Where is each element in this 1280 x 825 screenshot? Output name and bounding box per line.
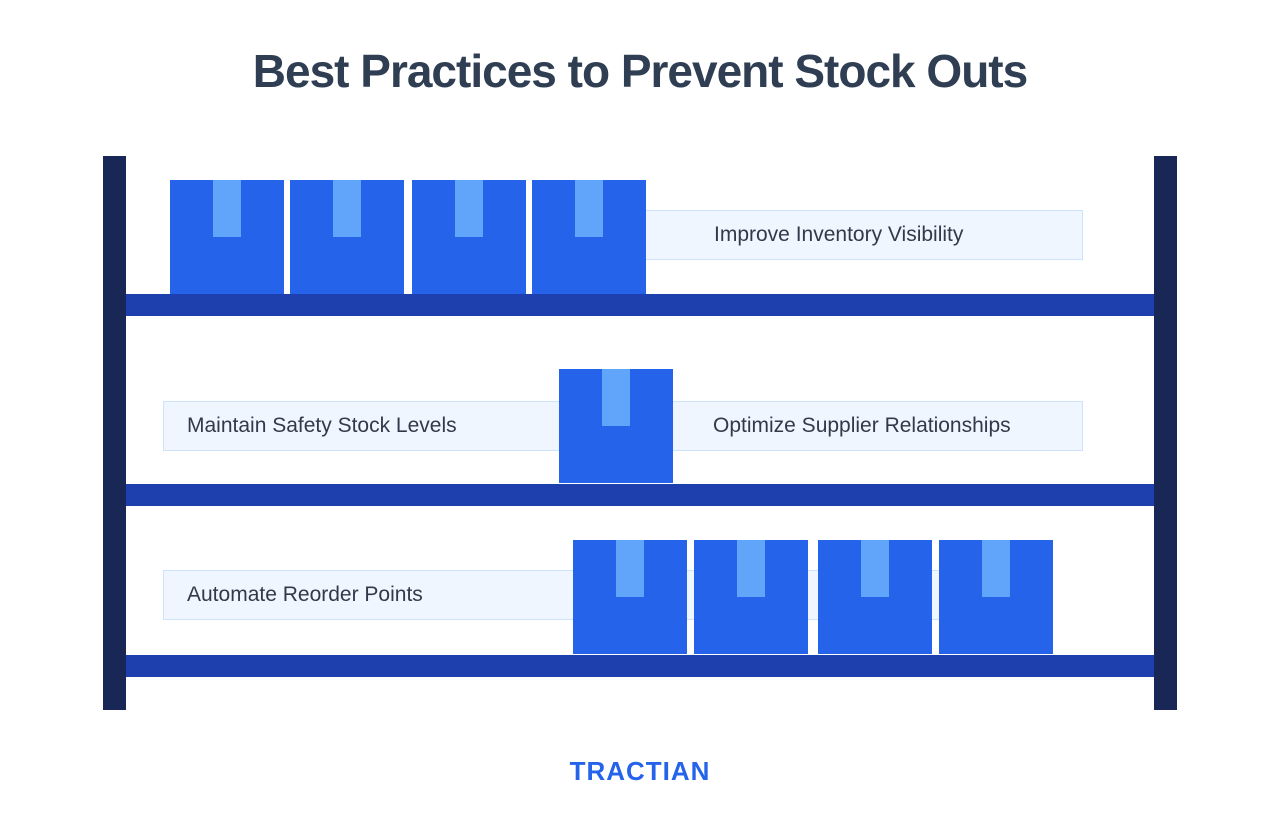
box-icon	[290, 180, 404, 294]
shelf-upright-left	[103, 156, 126, 710]
page-title: Best Practices to Prevent Stock Outs	[252, 45, 1028, 97]
box-icon	[818, 540, 932, 654]
shelf-upright-right	[1154, 156, 1177, 710]
box-tape	[333, 180, 361, 237]
box-tape	[602, 369, 630, 426]
box-icon	[939, 540, 1053, 654]
box-tape	[861, 540, 889, 597]
practice-label: Optimize Supplier Relationships	[673, 401, 1083, 451]
practice-label: Improve Inventory Visibility	[640, 210, 1083, 260]
shelf-board-3	[126, 655, 1154, 677]
box-icon	[412, 180, 526, 294]
brand-logo: TRACTIAN	[569, 756, 711, 786]
box-tape	[616, 540, 644, 597]
box-tape	[455, 180, 483, 237]
box-tape	[213, 180, 241, 237]
shelf-board-1	[126, 294, 1154, 316]
shelf-board-2	[126, 484, 1154, 506]
box-tape	[982, 540, 1010, 597]
box-icon	[573, 540, 687, 654]
box-icon	[559, 369, 673, 483]
box-tape	[575, 180, 603, 237]
box-tape	[737, 540, 765, 597]
box-icon	[170, 180, 284, 294]
box-icon	[532, 180, 646, 294]
box-icon	[694, 540, 808, 654]
